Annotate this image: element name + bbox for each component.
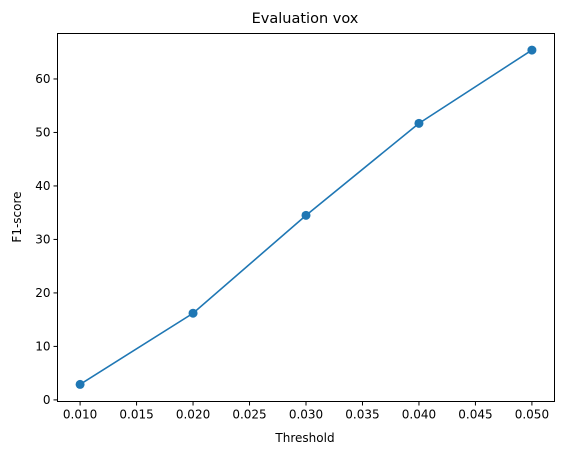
y-axis: 0 10 20 30 40 50 60	[35, 72, 58, 407]
y-tick-label: 20	[35, 286, 50, 300]
x-tick-label: 0.035	[345, 408, 379, 422]
y-tick-label: 10	[35, 339, 50, 353]
x-tick-label: 0.015	[119, 408, 153, 422]
x-tick-label: 0.020	[176, 408, 210, 422]
y-tick-label: 60	[35, 72, 50, 86]
x-axis: 0.010 0.015 0.020 0.025 0.030 0.035 0.040 0.045…	[63, 401, 549, 422]
x-tick-label: 0.050	[515, 408, 549, 422]
y-tick-label: 40	[35, 179, 50, 193]
x-tick-label: 0.030	[289, 408, 323, 422]
y-tick-label: 50	[35, 125, 50, 139]
x-tick-label: 0.045	[458, 408, 492, 422]
data-point	[75, 379, 85, 389]
data-point	[527, 45, 537, 55]
x-axis-label: Threshold	[274, 431, 334, 445]
data-point	[301, 210, 311, 220]
x-tick-label: 0.010	[63, 408, 97, 422]
y-tick-label: 0	[43, 393, 51, 407]
x-tick-label: 0.040	[402, 408, 436, 422]
series-layer	[75, 45, 537, 389]
data-point	[188, 308, 198, 318]
y-tick-label: 30	[35, 232, 50, 246]
plot-area	[57, 33, 555, 402]
y-axis-label: F1-score	[10, 191, 24, 242]
data-point	[414, 118, 424, 128]
x-tick-label: 0.025	[232, 408, 266, 422]
chart-title: Evaluation vox	[252, 11, 359, 27]
